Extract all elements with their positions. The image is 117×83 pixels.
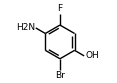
Text: Br: Br — [55, 71, 65, 80]
Text: OH: OH — [85, 51, 99, 60]
Text: F: F — [57, 4, 62, 13]
Text: H2N: H2N — [16, 23, 35, 32]
